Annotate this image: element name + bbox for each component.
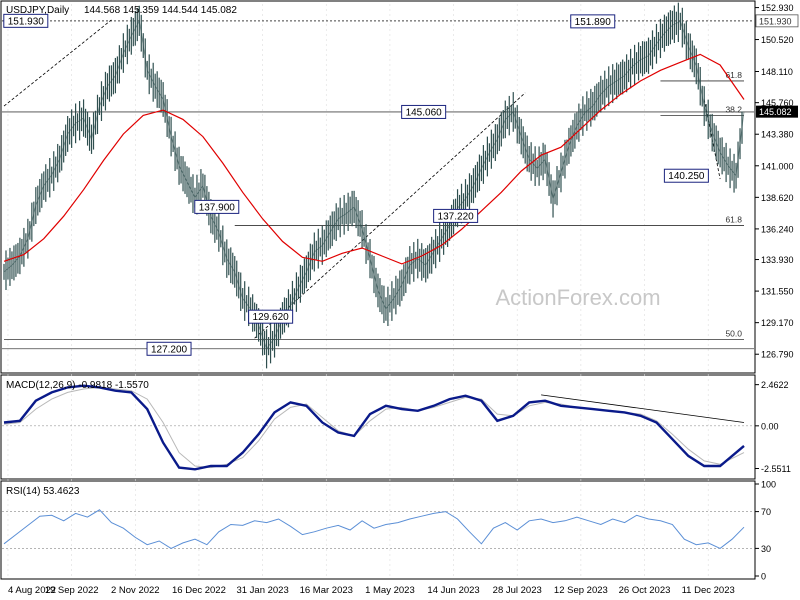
x-tick-label: 16 Mar 2023 [300,585,353,596]
price-tick-label: 133.930 [761,255,794,265]
price-tick-label: 131.550 [761,287,794,297]
fibo-level-label: 61.8 [725,70,742,80]
macd-line [3,384,745,471]
price-label-text: 137.220 [438,211,475,222]
rsi-tick-label: 70 [761,507,771,517]
x-tick-label: 4 Aug 2022 [8,585,56,596]
price-label-box [433,208,479,223]
price-tick-label: 141.000 [761,161,794,171]
x-tick-label: 11 Dec 2023 [682,585,735,596]
last-price-marker [756,105,798,118]
price-tick-label: 152.930 [761,3,794,13]
price-tick-label: 148.110 [761,67,793,77]
rsi-tick-label: 100 [761,480,776,490]
price-label-text: 129.620 [253,312,290,323]
price-tick-label: 145.760 [761,98,794,108]
watermark: ActionForex.com [495,285,660,310]
trendline [3,19,112,107]
price-tick-label: 150.520 [761,35,794,45]
price-label-box [194,199,240,214]
price-label-text: 151.930 [8,16,45,27]
macd-indicator-label: MACD(12,26,9) -0.9818 -1.5570 [6,380,149,391]
x-tick-label: 28 Jul 2023 [493,585,542,596]
trendline [254,92,526,339]
price-label-text: 145.060 [406,107,443,118]
x-tick-label: 26 Oct 2023 [619,585,671,596]
macd-tick-label: 0.00 [761,421,779,431]
rsi-tick-label: 30 [761,544,771,554]
price-label-box [146,341,192,356]
x-tick-label: 1 May 2023 [365,585,415,596]
fibo-level-label: 38.2 [725,104,742,114]
price-label-text: 137.900 [199,202,236,213]
macd-tick-label: -2.5511 [761,464,791,474]
price-label-box [663,168,709,183]
price-label-box [401,104,447,119]
macd-trendline [541,394,745,423]
rsi-panel-frame [0,480,756,580]
price-label-text: 151.890 [575,17,612,28]
price-tick-label: 136.240 [761,224,794,234]
x-tick-label: 14 Jun 2023 [427,585,479,596]
x-tick-label: 2 Nov 2022 [111,585,160,596]
price-label-text: 127.200 [151,344,188,355]
price-label-box [3,13,49,28]
macd-tick-label: 2.4622 [761,380,789,390]
price-label-text: 140.250 [668,171,705,182]
price-tick-label: 129.170 [761,318,794,328]
last-price-text: 145.082 [759,107,792,117]
fibo-level-label: 61.8 [725,214,742,224]
price-tick-label: 138.620 [761,193,794,203]
fibo-level-label: 50.0 [725,329,742,339]
price-series-line [3,19,745,350]
rsi-tick-label: 0 [761,572,766,582]
ref-level-marker [755,14,799,28]
x-tick-label: 12 Sep 2023 [554,585,608,596]
price-layer: 61.8 38.2 61.8 50.0 151.930 137.900 129.620 127… [2,2,754,369]
price-label-box [248,309,294,324]
rsi-line [3,509,745,549]
rsi-indicator-label: RSI(14) 53.4623 [6,486,80,497]
x-tick-label: 19 Sep 2022 [45,585,99,596]
x-tick-label: 31 Jan 2023 [236,585,288,596]
price-tick-label: 126.790 [761,350,794,360]
x-tick-label: 16 Dec 2022 [172,585,226,596]
price-tick-label: 143.380 [761,130,794,140]
chart-title: USDJPY,Daily [6,5,69,16]
ohlc-readout: 144.568 145.359 144.544 145.082 [84,5,237,16]
price-panel-frame [0,0,756,374]
ref-level-text: 151.930 [759,16,792,26]
grid [7,4,709,576]
rsi-layer [2,509,754,549]
sma-series-line [3,53,745,265]
macd-layer [2,384,754,471]
price-label-box [570,14,616,29]
